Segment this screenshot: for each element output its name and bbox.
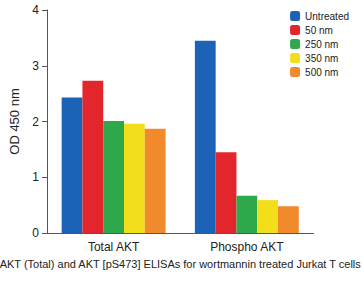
svg-text:AKT (Total) and AKT [pS473] EL: AKT (Total) and AKT [pS473] ELISAs for w…: [0, 258, 361, 270]
svg-text:4: 4: [32, 3, 39, 17]
svg-text:Untreated: Untreated: [305, 11, 349, 22]
svg-text:OD 450 nm: OD 450 nm: [7, 88, 22, 154]
svg-text:1: 1: [32, 170, 39, 184]
svg-text:Total AKT: Total AKT: [88, 240, 140, 254]
svg-text:50 nm: 50 nm: [305, 25, 333, 36]
svg-text:Phospho AKT: Phospho AKT: [210, 240, 284, 254]
svg-text:2: 2: [32, 115, 39, 129]
svg-text:3: 3: [32, 59, 39, 73]
svg-text:0: 0: [32, 226, 39, 240]
svg-text:350 nm: 350 nm: [305, 53, 338, 64]
svg-text:250 nm: 250 nm: [305, 39, 338, 50]
svg-text:500 nm: 500 nm: [305, 67, 338, 78]
